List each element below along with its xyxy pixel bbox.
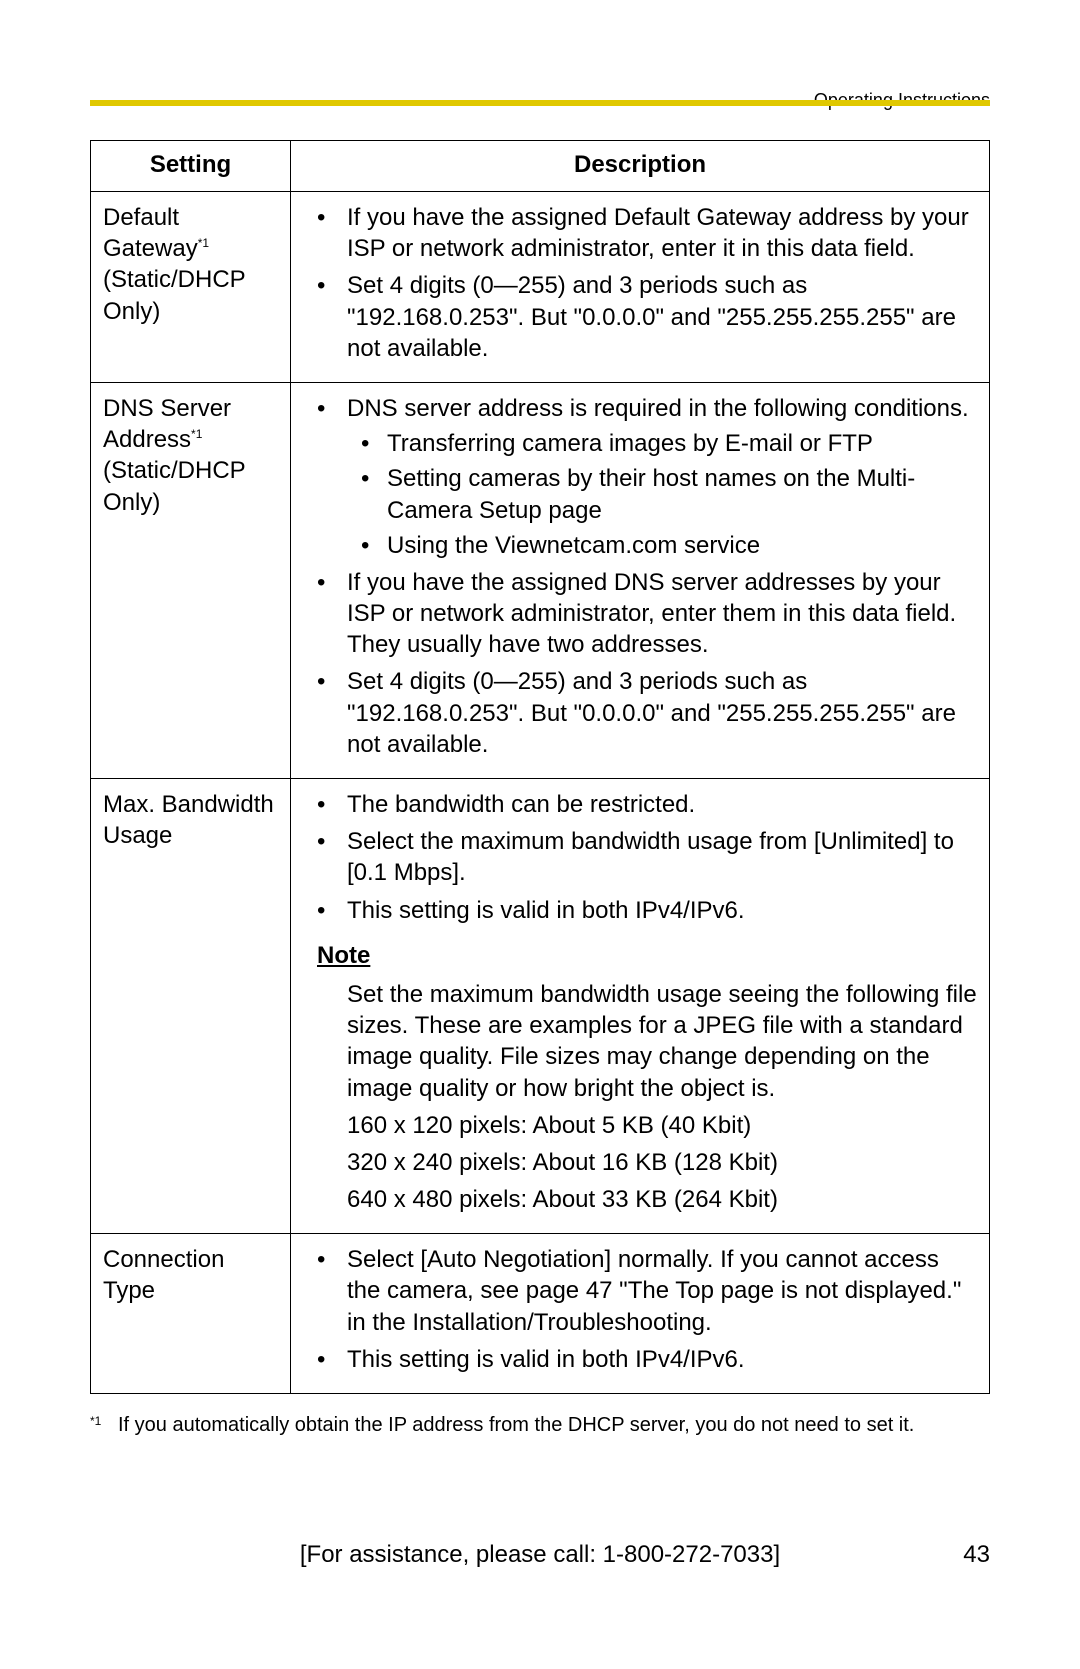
setting-cell: Connection Type — [91, 1234, 291, 1394]
description-cell: DNS server address is required in the fo… — [291, 382, 990, 778]
setting-cell: Max. Bandwidth Usage — [91, 779, 291, 1234]
description-cell: The bandwidth can be restricted. Select t… — [291, 779, 990, 1234]
list-item: This setting is valid in both IPv4/IPv6. — [303, 895, 977, 926]
table-row: Connection TypeSelect [Auto Negotiation]… — [91, 1234, 990, 1394]
list-item: Select the maximum bandwidth usage from … — [303, 826, 977, 888]
page-number: 43 — [963, 1541, 990, 1569]
list-item: Select [Auto Negotiation] normally. If y… — [303, 1244, 977, 1338]
list-item: Set 4 digits (0—255) and 3 periods such … — [303, 270, 977, 364]
note-line: 640 x 480 pixels: About 33 KB (264 Kbit) — [347, 1184, 977, 1215]
footnote: *1 If you automatically obtain the IP ad… — [90, 1412, 990, 1438]
sub-bullet-list: Transferring camera images by E-mail or … — [347, 428, 977, 561]
note-body: Set the maximum bandwidth usage seeing t… — [347, 979, 977, 1104]
accent-bar — [90, 100, 990, 106]
bullet-list: Select [Auto Negotiation] normally. If y… — [303, 1244, 977, 1375]
bullet-list: DNS server address is required in the fo… — [303, 393, 977, 760]
table-row: DNS Server Address*1(Static/DHCP Only)DN… — [91, 382, 990, 778]
column-header-description: Description — [291, 141, 990, 192]
settings-table-body: Default Gateway*1(Static/DHCP Only)If yo… — [91, 192, 990, 1394]
note-line: 320 x 240 pixels: About 16 KB (128 Kbit) — [347, 1147, 977, 1178]
list-item: Transferring camera images by E-mail or … — [347, 428, 977, 459]
bullet-list: If you have the assigned Default Gateway… — [303, 202, 977, 364]
list-item: If you have the assigned DNS server addr… — [303, 567, 977, 661]
setting-cell: Default Gateway*1(Static/DHCP Only) — [91, 192, 291, 383]
table-row: Default Gateway*1(Static/DHCP Only)If yo… — [91, 192, 990, 383]
footnote-marker: *1 — [90, 1414, 101, 1430]
list-item: Set 4 digits (0—255) and 3 periods such … — [303, 666, 977, 760]
description-cell: Select [Auto Negotiation] normally. If y… — [291, 1234, 990, 1394]
column-header-setting: Setting — [91, 141, 291, 192]
list-item: The bandwidth can be restricted. — [303, 789, 977, 820]
bullet-list: The bandwidth can be restricted. Select t… — [303, 789, 977, 926]
assistance-line: [For assistance, please call: 1-800-272-… — [90, 1541, 990, 1569]
list-item: Using the Viewnetcam.com service — [347, 530, 977, 561]
settings-table: Setting Description Default Gateway*1(St… — [90, 140, 990, 1394]
setting-cell: DNS Server Address*1(Static/DHCP Only) — [91, 382, 291, 778]
footnote-text: If you automatically obtain the IP addre… — [118, 1414, 914, 1436]
list-item: DNS server address is required in the fo… — [303, 393, 977, 561]
note-line: 160 x 120 pixels: About 5 KB (40 Kbit) — [347, 1110, 977, 1141]
list-item: Setting cameras by their host names on t… — [347, 463, 977, 525]
table-row: Max. Bandwidth UsageThe bandwidth can be… — [91, 779, 990, 1234]
description-cell: If you have the assigned Default Gateway… — [291, 192, 990, 383]
page-footer: [For assistance, please call: 1-800-272-… — [90, 1541, 990, 1569]
list-item: This setting is valid in both IPv4/IPv6. — [303, 1344, 977, 1375]
document-page: Operating Instructions Setting Descripti… — [0, 0, 1080, 1669]
list-item: If you have the assigned Default Gateway… — [303, 202, 977, 264]
note-heading: Note — [317, 940, 977, 971]
